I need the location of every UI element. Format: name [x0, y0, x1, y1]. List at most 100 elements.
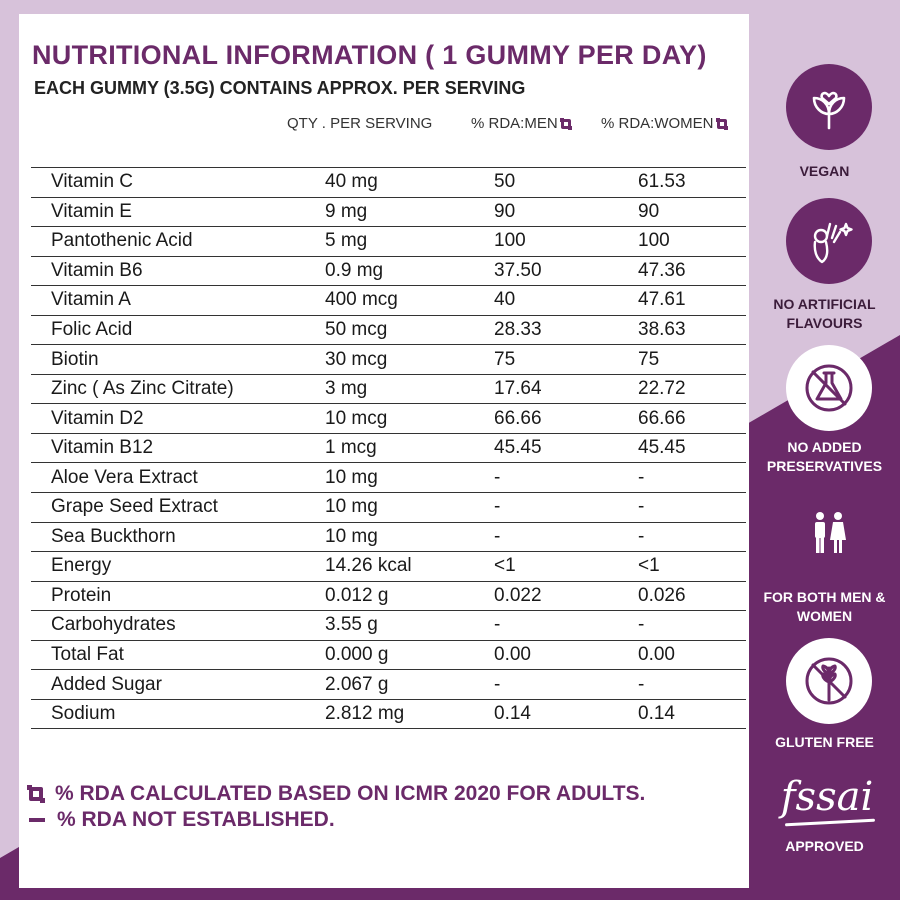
table-row: Energy 14.26 kcal <1 <1 — [31, 552, 746, 582]
badge-label-gluten-free: GLUTEN FREE — [775, 734, 874, 750]
note-rda-basis-text: % RDA CALCULATED BASED ON ICMR 2020 FOR … — [55, 782, 646, 805]
dash-symbol-icon — [29, 818, 45, 822]
nutrient-qty: 10 mg — [325, 466, 378, 488]
nutrient-name: Vitamin C — [51, 171, 134, 193]
rda-men-value: 28.33 — [494, 319, 542, 340]
rda-women-value: 47.36 — [638, 259, 686, 281]
no-flask-icon — [786, 345, 872, 431]
table-row: Sodium 2.812 mg 0.14 0.14 — [31, 700, 746, 730]
nutrient-qty: 50 mcg — [325, 319, 388, 340]
rda-women-value: - — [638, 673, 645, 695]
nutrient-qty: 0.012 g — [325, 584, 389, 606]
rda-men-value: 100 — [494, 230, 526, 252]
nutrition-panel: NUTRITIONAL INFORMATION ( 1 GUMMY PER DA… — [19, 14, 749, 888]
rda-men-value: 37.50 — [494, 259, 542, 281]
rda-men-value: 50 — [494, 171, 516, 193]
rda-men-value: 0.022 — [494, 584, 542, 606]
ok-hand-sparkle-icon — [786, 198, 872, 284]
rda-men-value: 66.66 — [494, 407, 542, 429]
table-row: Total Fat 0.000 g 0.00 0.00 — [31, 641, 746, 671]
column-header-men-label: % RDA:MEN — [471, 115, 558, 132]
table-row: Vitamin B12 1 mcg 45.45 45.45 — [31, 434, 746, 464]
table-row: Grape Seed Extract 10 mg - - — [31, 493, 746, 523]
nutrient-name: Grape Seed Extract — [51, 496, 218, 518]
nutrient-name: Sea Buckthorn — [51, 525, 176, 547]
rda-women-value: 61.53 — [638, 171, 686, 193]
table-row: Vitamin A 400 mcg 40 47.61 — [31, 286, 746, 316]
column-header-qty-label: QTY . PER SERVING — [287, 115, 433, 132]
nutrient-name: Energy — [51, 555, 112, 577]
table-row: Vitamin E 9 mg 90 90 — [31, 198, 746, 228]
rda-men-value: 0.00 — [494, 644, 531, 666]
nutrient-name: Added Sugar — [51, 673, 162, 695]
rda-men-value: - — [494, 496, 501, 518]
rda-men-value: - — [494, 673, 501, 695]
note-not-established: % RDA NOT ESTABLISHED. — [29, 808, 335, 832]
rda-women-value: 0.026 — [638, 584, 686, 606]
rda-men-value: - — [494, 614, 501, 636]
man-woman-icon — [786, 490, 872, 576]
nutrition-table: Vitamin C 40 mg 50 61.53 Vitamin E 9 mg 90 90 Pa… — [31, 167, 746, 730]
fssai-approved-label: APPROVED — [785, 838, 864, 854]
rda-men-value: 45.45 — [494, 437, 542, 459]
nutrient-qty: 10 mg — [325, 525, 378, 547]
rda-women-value: 47.61 — [638, 289, 686, 311]
rda-men-value: 75 — [494, 348, 516, 370]
rda-men-value: 40 — [494, 289, 516, 311]
rda-men-value: - — [494, 525, 501, 547]
rda-men-value: 17.64 — [494, 378, 542, 400]
badge-label-no-artificial-flavours: NO ARTIFICIAL FLAVOURS — [773, 296, 876, 331]
nutrient-name: Biotin — [51, 348, 99, 370]
nutrient-name: Total Fat — [51, 644, 124, 666]
rda-women-value: - — [638, 496, 645, 518]
nutrient-qty: 9 mg — [325, 200, 368, 222]
rda-women-value: <1 — [638, 555, 660, 577]
rda-women-value: 0.00 — [638, 644, 675, 666]
nutrient-name: Aloe Vera Extract — [51, 466, 198, 488]
page-title: NUTRITIONAL INFORMATION ( 1 GUMMY PER DA… — [32, 40, 707, 70]
nutrient-qty: 2.067 g — [325, 673, 389, 695]
nutrient-name: Vitamin B6 — [51, 259, 143, 281]
nutrient-name: Vitamin E — [51, 200, 132, 222]
nutrient-qty: 10 mcg — [325, 407, 388, 429]
table-row: Vitamin B6 0.9 mg 37.50 47.36 — [31, 257, 746, 287]
rda-women-value: 0.14 — [638, 703, 675, 725]
rda-women-value: - — [638, 525, 645, 547]
nutrient-name: Folic Acid — [51, 319, 133, 340]
table-row: Biotin 30 mcg 75 75 — [31, 345, 746, 375]
nutrient-name: Vitamin B12 — [51, 437, 154, 459]
note-rda-basis: % RDA CALCULATED BASED ON ICMR 2020 FOR … — [27, 782, 646, 806]
rda-women-value: - — [638, 614, 645, 636]
table-row: Added Sugar 2.067 g - - — [31, 670, 746, 700]
rda-women-value: 45.45 — [638, 437, 686, 459]
rda-women-value: 22.72 — [638, 378, 686, 400]
rda-men-value: 0.14 — [494, 703, 531, 725]
nutrient-qty: 3 mg — [325, 378, 368, 400]
rda-symbol-icon — [715, 117, 728, 130]
badge-label-men-women: FOR BOTH MEN & WOMEN — [763, 589, 886, 624]
nutrient-qty: 2.812 mg — [325, 703, 405, 725]
table-row: Pantothenic Acid 5 mg 100 100 — [31, 227, 746, 257]
badge-label-vegan: VEGAN — [799, 163, 850, 179]
nutrient-qty: 400 mcg — [325, 289, 398, 311]
column-header-qty: QTY . PER SERVING — [287, 115, 432, 132]
nutrient-name: Zinc ( As Zinc Citrate) — [51, 378, 234, 400]
rda-men-value: <1 — [494, 555, 516, 577]
nutrient-name: Sodium — [51, 703, 116, 725]
column-header-women: % RDA:WOMEN — [601, 115, 728, 132]
column-header-men: % RDA:MEN — [471, 115, 572, 132]
nutrient-name: Pantothenic Acid — [51, 230, 193, 252]
nutrient-name: Carbohydrates — [51, 614, 176, 636]
table-row: Vitamin D2 10 mcg 66.66 66.66 — [31, 404, 746, 434]
nutrient-qty: 1 mcg — [325, 437, 377, 459]
nutrient-qty: 40 mg — [325, 171, 378, 193]
rda-symbol-icon — [559, 117, 572, 130]
table-row: Zinc ( As Zinc Citrate) 3 mg 17.64 22.72 — [31, 375, 746, 405]
nutrient-qty: 0.000 g — [325, 644, 389, 666]
nutrient-name: Protein — [51, 584, 112, 606]
nutrient-qty: 3.55 g — [325, 614, 378, 636]
rda-symbol-icon — [27, 785, 45, 803]
nutrient-name: Vitamin D2 — [51, 407, 144, 429]
nutrient-qty: 10 mg — [325, 496, 378, 518]
feature-sidebar: VEGAN NO ARTIFICIAL FLAVOURS NO ADDED PR… — [749, 0, 900, 900]
